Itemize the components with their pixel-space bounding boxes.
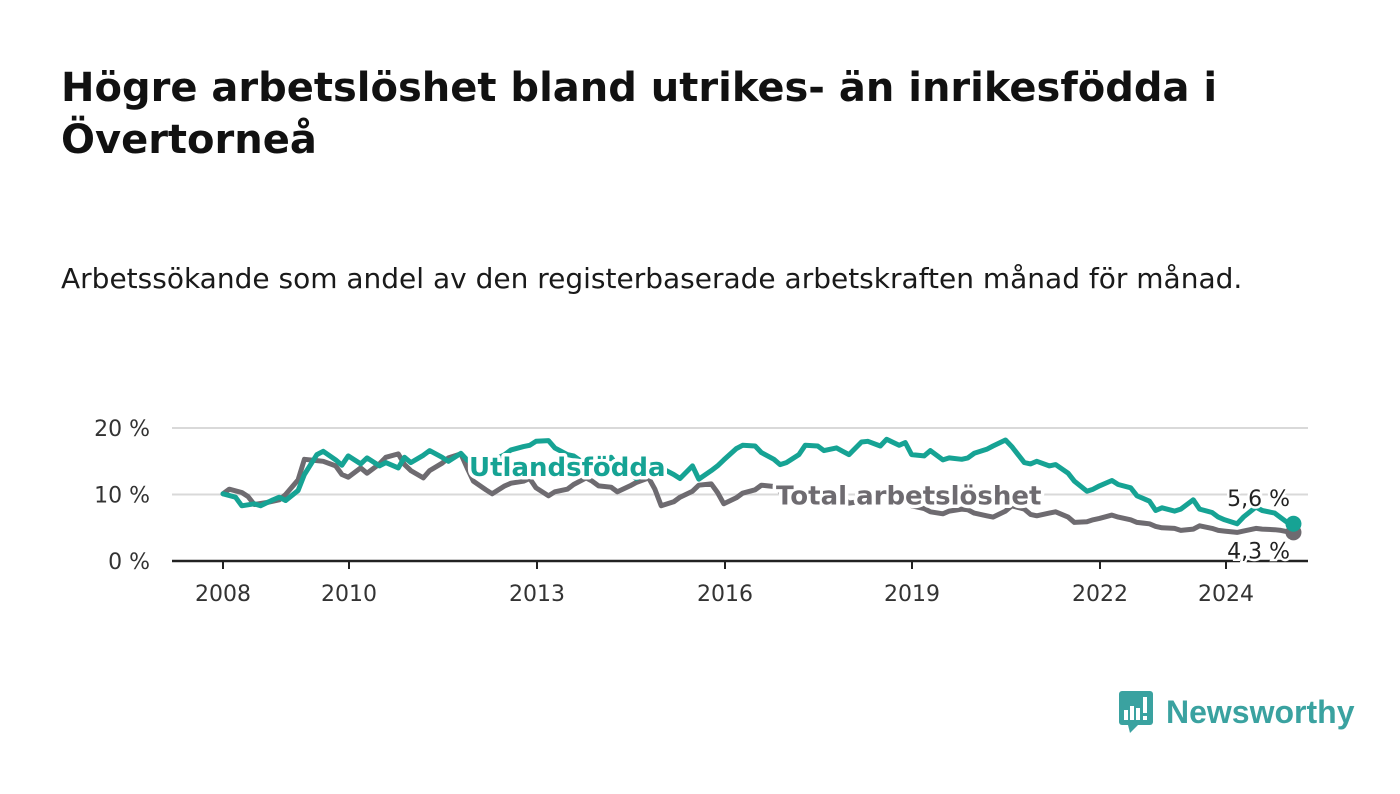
x-tick-label: 2016 xyxy=(697,582,753,607)
series-lines xyxy=(220,436,1302,541)
newsworthy-logo-icon xyxy=(1119,691,1153,733)
series-label-utlandsfodda: Utlandsfödda xyxy=(469,453,666,483)
line-chart: 0 %10 %20 %2008 2010 2013 2016 2019 2022 2024 … xyxy=(94,417,1308,607)
x-tick-label: 2008 xyxy=(195,582,251,607)
series-label-total: Total arbetslöshet xyxy=(776,481,1041,511)
y-tick-label: 0 % xyxy=(108,550,150,575)
chart-title: Högre arbetslöshet bland utrikes- än inr… xyxy=(61,65,1218,163)
series-line-utlandsfodda xyxy=(220,436,1296,527)
y-tick-label: 10 % xyxy=(94,484,150,509)
x-tick-label: 2022 xyxy=(1072,582,1128,607)
x-tick-label: 2019 xyxy=(884,582,940,607)
series-labels: Utlandsfödda Total arbetslöshet 5,6 % 4,3 % xyxy=(466,449,1293,566)
brand-name: Newsworthy xyxy=(1166,693,1355,730)
x-tick-label: 2024 xyxy=(1198,582,1254,607)
y-tick-label: 20 % xyxy=(94,417,150,442)
series-line-total xyxy=(220,451,1296,535)
x-tick-label: 2013 xyxy=(509,582,565,607)
chart-subtitle: Arbetssökande som andel av den registerb… xyxy=(61,262,1243,295)
newsworthy-logo[interactable]: Newsworthy xyxy=(1118,690,1354,734)
end-label-total: 4,3 % xyxy=(1227,539,1290,564)
x-tick-label: 2010 xyxy=(321,582,377,607)
end-label-utlandsfodda: 5,6 % xyxy=(1227,487,1290,512)
axis: 0 % 10 % 20 % 2008 2010 2013 2016 2019 2022 2024 xyxy=(94,417,1308,607)
series-end-point xyxy=(1285,515,1302,532)
